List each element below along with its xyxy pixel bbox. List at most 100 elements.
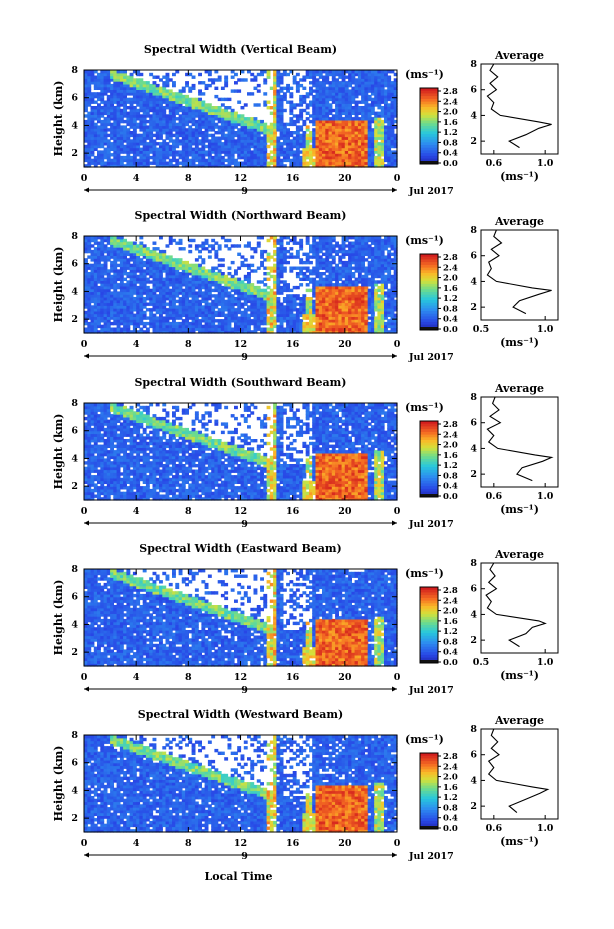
heatmap-cell — [256, 150, 261, 154]
heatmap-cell — [276, 158, 281, 163]
heatmap-cell — [354, 94, 359, 99]
heatmap-cell — [364, 131, 369, 135]
heatmap-cell — [390, 119, 395, 124]
heatmap-cell — [289, 117, 294, 121]
heatmap-cell — [116, 310, 121, 315]
heatmap-cell — [145, 83, 150, 88]
heatmap-cell — [110, 94, 114, 99]
heatmap-cell — [152, 266, 157, 270]
heatmap-cell — [247, 155, 251, 160]
heatmap-cell — [331, 144, 336, 149]
heatmap-cell — [113, 327, 118, 331]
heatmap-cell — [178, 327, 183, 331]
heatmap-cell — [103, 285, 108, 290]
heatmap-cell — [357, 164, 362, 168]
heatmap-cell — [188, 161, 193, 165]
heatmap-cell — [305, 164, 310, 168]
heatmap-cell — [149, 269, 154, 273]
heatmap-cell — [348, 100, 352, 104]
heatmap-cell — [152, 119, 157, 124]
heatmap-cell — [198, 106, 202, 110]
heatmap-cell — [103, 299, 108, 304]
heatmap-cell — [286, 128, 290, 132]
heatmap-cell — [113, 263, 118, 268]
heatmap-cell — [185, 321, 189, 326]
heatmap-cell — [116, 106, 121, 110]
heatmap-cell — [155, 125, 160, 129]
heatmap-cell — [123, 247, 127, 251]
heatmap-cell — [155, 117, 160, 121]
heatmap-cell — [181, 164, 186, 168]
heatmap-cell — [250, 133, 255, 138]
heatmap-cell — [181, 144, 186, 149]
heatmap-cell — [129, 75, 134, 79]
heatmap-cell — [113, 238, 118, 243]
heatmap-cell — [97, 258, 101, 262]
heatmap-cell — [123, 288, 127, 293]
heatmap-cell — [188, 108, 193, 113]
heatmap-cell — [116, 249, 121, 254]
heatmap-cell — [149, 258, 154, 262]
heatmap-cell — [84, 103, 88, 107]
heatmap-cell — [113, 255, 118, 259]
heatmap-cell — [341, 144, 346, 149]
heatmap-cell — [149, 308, 154, 312]
heatmap-cell — [175, 277, 180, 281]
heatmap-cell — [227, 122, 232, 127]
heatmap-cell — [181, 133, 186, 138]
heatmap-cell — [393, 125, 398, 129]
heatmap-cell — [132, 299, 137, 304]
heatmap-cell — [172, 158, 176, 163]
heatmap-cell — [331, 133, 336, 138]
heatmap-cell — [90, 131, 95, 135]
heatmap-cell — [309, 133, 313, 138]
heatmap-cell — [139, 97, 144, 102]
heatmap-cell — [87, 299, 92, 304]
heatmap-cell — [145, 92, 150, 96]
heatmap-cell — [348, 94, 352, 99]
heatmap-cell — [331, 108, 336, 113]
heatmap-cell — [357, 70, 362, 74]
heatmap-cell — [90, 125, 95, 129]
heatmap-cell — [292, 136, 297, 140]
heatmap-cell — [123, 164, 127, 168]
heatmap-cell — [204, 164, 209, 168]
heatmap-cell — [335, 144, 339, 149]
heatmap-cell — [318, 100, 323, 104]
heatmap-cell — [393, 139, 398, 143]
heatmap-cell — [100, 133, 105, 138]
heatmap-cell — [289, 100, 294, 104]
heatmap-cell — [325, 94, 330, 99]
heatmap-cell — [188, 283, 193, 287]
heatmap-cell — [90, 117, 95, 121]
heatmap-cell — [126, 161, 131, 165]
heatmap-cell — [237, 128, 242, 132]
heatmap-cell — [207, 139, 212, 143]
heatmap-cell — [224, 147, 229, 151]
heatmap-cell — [129, 114, 134, 118]
heatmap-cell — [207, 70, 212, 74]
heatmap-cell — [318, 94, 323, 99]
heatmap-cell — [269, 122, 274, 127]
heatmap-cell — [201, 125, 206, 129]
heatmap-cell — [214, 158, 219, 163]
heatmap-cell — [90, 308, 95, 312]
heatmap-cell — [263, 136, 268, 140]
heatmap-cell — [390, 111, 395, 115]
heatmap-cell — [97, 288, 101, 293]
heatmap-cell — [100, 238, 105, 243]
heatmap-cell — [279, 97, 284, 102]
heatmap-cell — [194, 164, 199, 168]
heatmap-cell — [344, 97, 349, 102]
heatmap-cell — [201, 100, 206, 104]
heatmap-cell — [175, 128, 180, 132]
heatmap-cell — [367, 72, 372, 77]
heatmap-cell — [159, 100, 163, 104]
heatmap-cell — [155, 131, 160, 135]
heatmap-cell — [162, 255, 167, 259]
heatmap-cell — [214, 150, 219, 154]
heatmap-cell — [380, 144, 385, 149]
heatmap-cell — [367, 83, 372, 88]
heatmap-cell — [129, 330, 134, 334]
heatmap-cell — [286, 142, 290, 146]
